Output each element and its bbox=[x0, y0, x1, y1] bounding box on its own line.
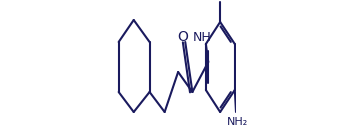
Text: O: O bbox=[177, 30, 188, 44]
Text: NH₂: NH₂ bbox=[227, 117, 248, 127]
Text: NH: NH bbox=[193, 31, 211, 44]
